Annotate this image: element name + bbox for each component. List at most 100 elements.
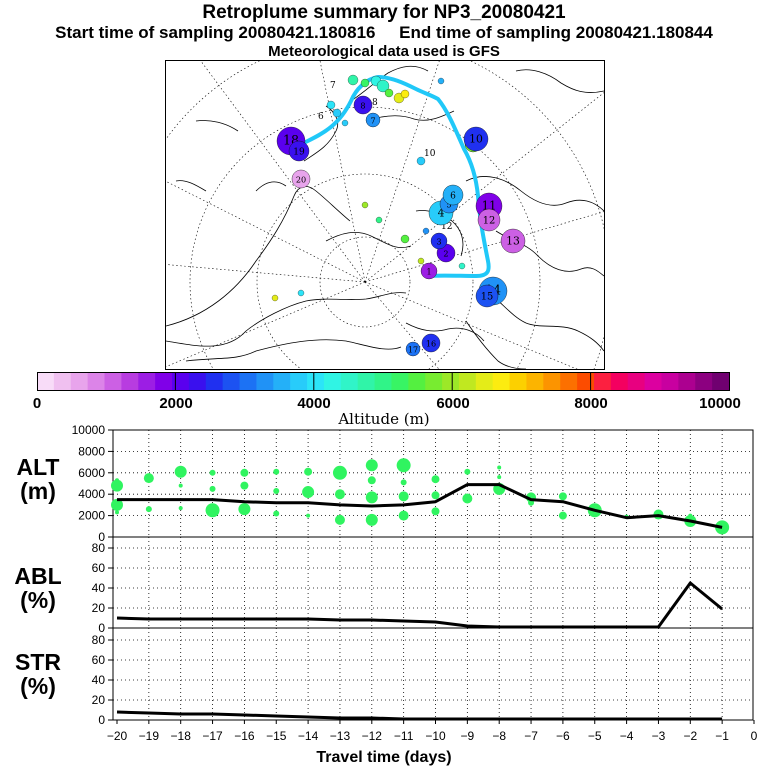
map-cluster-number: 7	[370, 117, 375, 126]
altitude-cluster-dot	[400, 479, 407, 486]
colorbar-swatch	[188, 373, 207, 390]
altitude-cluster-dot	[365, 459, 378, 472]
map-minor-cluster-dot	[384, 88, 394, 98]
map-cluster-dot	[365, 112, 381, 128]
x-tick-label: −2	[683, 729, 697, 743]
colorbar-swatch	[340, 373, 359, 390]
altitude-cluster-dot	[332, 465, 347, 480]
colorbar-swatch	[205, 373, 224, 390]
colorbar-swatch	[138, 373, 156, 390]
map-minor-cluster-dot	[326, 100, 336, 110]
map-minor-cluster-dot	[376, 79, 390, 93]
altitude-colorbar	[37, 372, 730, 391]
map-cluster-dot	[405, 341, 421, 357]
map-cluster-number: 2	[443, 249, 448, 259]
abl-panel-label: ABL (%)	[14, 563, 62, 613]
y-tick-label: 0	[98, 713, 105, 727]
map-plume-clusters: 1234567891011121314151617181920	[271, 74, 526, 357]
x-tick-label: −17	[202, 729, 223, 743]
colorbar-tick-4000: 4000	[297, 395, 331, 412]
map-cluster-dot	[463, 126, 489, 152]
map-grid-label-8: 8	[372, 98, 378, 108]
colorbar-swatch	[492, 373, 511, 390]
panel-frame	[112, 536, 754, 629]
colorbar-swatch	[222, 373, 241, 390]
map-cluster-number: 4	[438, 207, 445, 220]
colorbar-swatch	[577, 373, 595, 390]
colorbar-swatch	[53, 373, 72, 390]
altitude-cluster-dot	[240, 468, 249, 477]
colorbar-swatch	[290, 373, 308, 390]
altitude-cluster-dot	[273, 510, 280, 517]
y-tick-label: 40	[92, 581, 106, 595]
colorbar-swatch	[644, 373, 662, 390]
map-graticule	[166, 61, 604, 369]
altitude-cluster-dot	[273, 468, 280, 475]
altitude-cluster-dot	[304, 467, 313, 476]
colorbar-swatch	[627, 373, 646, 390]
colorbar-swatch	[357, 373, 376, 390]
str-series-line	[116, 710, 723, 721]
map-cluster-number: 10	[469, 133, 483, 146]
map-minor-cluster-dot	[422, 227, 430, 235]
altitude-cluster-dot	[143, 473, 154, 484]
met-data-label: Meteorological data used is GFS	[268, 43, 500, 60]
altitude-cluster-dot	[178, 483, 183, 488]
y-tick-label: 20	[92, 601, 106, 615]
altitude-cluster-dot	[334, 514, 345, 525]
x-tick-label: −10	[425, 729, 446, 743]
altitude-cluster-dot	[302, 486, 315, 499]
colorbar-swatch	[391, 373, 409, 390]
x-tick-label: −3	[652, 729, 666, 743]
y-tick-label: 0	[98, 530, 105, 544]
panel-frame	[112, 627, 754, 721]
x-tick-label: −7	[524, 729, 538, 743]
altitude-cluster-dot	[431, 475, 440, 484]
altitude-cluster-dot	[398, 510, 409, 521]
colorbar-tick-2000: 2000	[159, 395, 193, 412]
panel-frame	[112, 429, 754, 538]
altitude-cluster-dot	[273, 487, 280, 494]
map-minor-cluster-dot	[400, 89, 410, 99]
colorbar-swatch	[678, 373, 696, 390]
plume-trajectory	[295, 75, 491, 278]
map-cluster-number: 6	[450, 192, 456, 202]
alt-panel-label: ALT (m)	[16, 454, 60, 504]
time-series-panels: 0200040006000800010000020406080020406080…	[72, 423, 758, 743]
altitude-cluster-dot	[431, 507, 440, 516]
colorbar-swatch	[155, 373, 173, 390]
map-cluster-number: 5	[446, 200, 451, 210]
map-grid-label-12: 12	[441, 222, 452, 232]
map-cluster-dot	[420, 262, 438, 280]
map-cluster-dot	[421, 333, 441, 353]
map-grid-label-6: 6	[318, 112, 324, 122]
colorbar-tick-10000: 10000	[699, 395, 741, 412]
map-cluster-number: 17	[408, 346, 418, 355]
x-tick-label: −18	[171, 729, 192, 743]
str-panel-label: STR (%)	[15, 649, 61, 699]
x-tick-label: −1	[715, 729, 729, 743]
map-cluster-number: 1	[426, 268, 431, 277]
abl-panel: 0 20 40 60 80	[92, 536, 754, 635]
map-grid-label-10: 10	[424, 149, 436, 159]
x-axis-title: Travel time (days)	[316, 749, 452, 766]
abl-series-line	[116, 581, 724, 629]
y-tick-label: 4000	[78, 487, 105, 501]
map-minor-cluster-dot	[271, 294, 279, 302]
x-tick-label: 0	[751, 729, 758, 743]
map-cluster-number: 3	[436, 238, 441, 247]
map-canvas: 10 12 6 7 8 1234567891011121314151617181…	[166, 61, 604, 369]
colorbar-swatch	[526, 373, 544, 390]
altitude-cluster-dot	[558, 511, 567, 520]
colorbar-swatch	[712, 373, 730, 390]
end-time-label: End time of sampling 20080421.180844	[399, 23, 713, 42]
altitude-cluster-dot	[715, 520, 730, 535]
x-tick-label: −19	[139, 729, 160, 743]
map-cluster-number: 8	[360, 101, 365, 111]
map-minor-cluster-dot	[400, 234, 410, 244]
altitude-cluster-dot	[205, 503, 220, 518]
colorbar-swatch	[475, 373, 494, 390]
altitude-cluster-dot	[431, 491, 440, 500]
y-tick-label: 20	[92, 693, 106, 707]
alt-series-line	[117, 483, 723, 529]
